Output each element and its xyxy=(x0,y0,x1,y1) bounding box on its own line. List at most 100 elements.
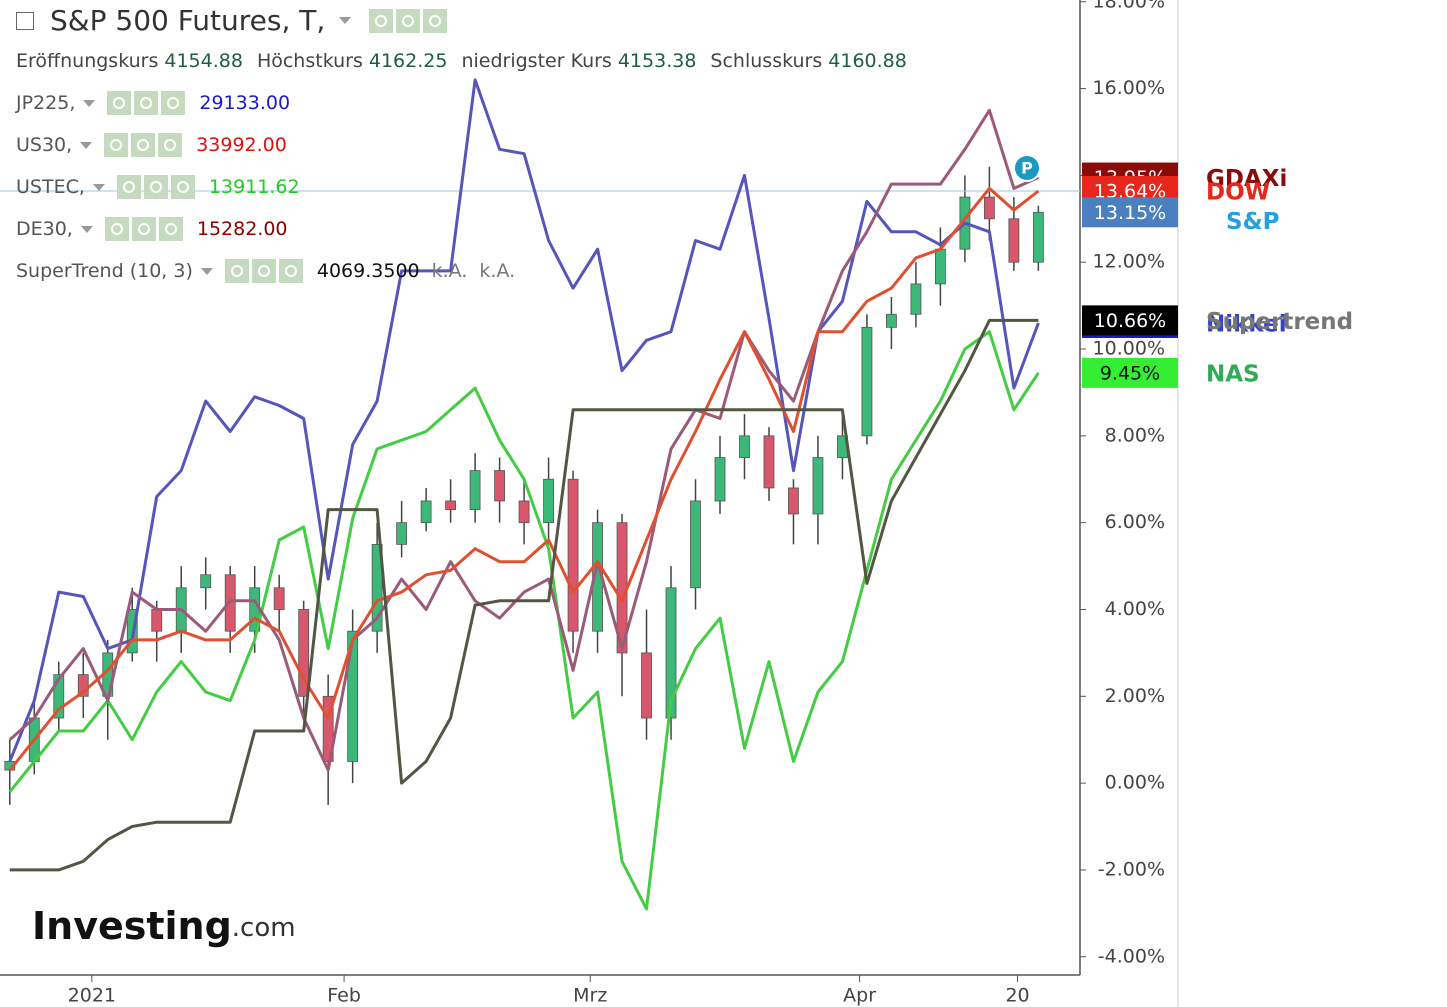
indicator-value: k.A. xyxy=(479,260,516,282)
dropdown[interactable] xyxy=(83,99,96,107)
x-tick-label: Apr xyxy=(843,985,876,1007)
candle-body xyxy=(518,500,530,524)
y-tick-label: 10.00% xyxy=(1093,338,1165,360)
indicator-row: JP225, 29133.00 xyxy=(16,91,298,115)
indicator-name: JP225, xyxy=(16,92,76,114)
candle-body xyxy=(935,248,946,285)
series-line xyxy=(8,330,1040,911)
series-name: S&P xyxy=(1226,209,1279,235)
ohlc-label: Schlusskurs xyxy=(710,50,823,72)
icon-button[interactable] xyxy=(224,259,249,283)
y-tick-label: 4.00% xyxy=(1105,598,1165,620)
icon-button[interactable] xyxy=(116,175,141,199)
dropdown[interactable] xyxy=(80,141,93,149)
candle-body xyxy=(151,609,163,632)
indicator-name: SuperTrend (10, 3) xyxy=(16,260,193,282)
icon-button[interactable] xyxy=(251,259,276,283)
icon-group xyxy=(107,91,186,115)
dropdown[interactable] xyxy=(339,17,352,24)
ohlc-row: Eröffnungskurs 4154.88 Höchstkurs 4162.25 ni… xyxy=(16,50,915,72)
icon-button[interactable] xyxy=(131,217,156,241)
icon-button[interactable] xyxy=(134,91,159,115)
candle-body xyxy=(445,500,457,511)
icon-group xyxy=(369,8,448,33)
value-tag-label: 13.15% xyxy=(1094,202,1166,224)
position-marker: P xyxy=(1013,154,1041,182)
candle-body xyxy=(861,326,873,437)
indicator-name: DE30, xyxy=(16,218,73,240)
icon-button[interactable] xyxy=(158,133,183,157)
candle-body xyxy=(1008,218,1020,263)
candle-body xyxy=(910,283,922,315)
candle-body xyxy=(298,609,310,697)
candle-body xyxy=(396,522,408,545)
icon-button[interactable] xyxy=(396,8,421,33)
series-name: Supertrend xyxy=(1206,309,1353,335)
ohlc-value: 4153.38 xyxy=(617,50,697,72)
indicator-row: SuperTrend (10, 3) 4069.3500 k.A. k.A. xyxy=(16,259,523,283)
watermark-domain: .com xyxy=(232,913,296,943)
candle-body xyxy=(77,674,89,697)
y-tick-label: 16.00% xyxy=(1093,77,1165,99)
collapse-box[interactable] xyxy=(16,11,34,30)
candle-body xyxy=(469,470,481,511)
icon-button[interactable] xyxy=(104,133,129,157)
icon-button[interactable] xyxy=(423,8,448,33)
series-line xyxy=(9,318,1039,872)
candle-body xyxy=(763,435,775,489)
dropdown[interactable] xyxy=(92,183,105,191)
marker-circle xyxy=(1013,154,1041,182)
x-tick-label: Feb xyxy=(327,985,361,1007)
candle-body xyxy=(788,487,799,515)
icon-group xyxy=(104,217,183,241)
icon-group xyxy=(116,175,195,199)
y-tick-label: 8.00% xyxy=(1105,424,1165,446)
series-name: NAS xyxy=(1206,361,1260,387)
y-tick-label: 0.00% xyxy=(1105,772,1165,794)
chart-title: S&P 500 Futures, T, xyxy=(50,4,326,37)
indicator-value: 4069.3500 xyxy=(316,260,420,282)
indicator-value: k.A. xyxy=(431,260,468,282)
series-line xyxy=(8,108,1040,772)
candle-body xyxy=(714,457,726,502)
icon-button[interactable] xyxy=(278,259,303,283)
watermark-brand: Investing xyxy=(32,904,232,948)
ohlc-label: niedrigster Kurs xyxy=(461,50,612,72)
indicator-row: DE30, 15282.00 xyxy=(16,217,296,241)
y-tick-label: 12.00% xyxy=(1093,251,1165,273)
icon-group xyxy=(104,133,183,157)
y-tick-label: 2.00% xyxy=(1105,685,1165,707)
indicator-row: USTEC, 13911.62 xyxy=(16,175,308,199)
value-tag-label: 9.45% xyxy=(1100,362,1160,384)
dropdown[interactable] xyxy=(80,225,93,233)
marker-label: P xyxy=(1021,159,1033,178)
value-tag-label: 10.66% xyxy=(1094,310,1166,332)
x-tick-label: 2021 xyxy=(68,985,116,1007)
ohlc-label: Höchstkurs xyxy=(256,50,363,72)
candle-body xyxy=(371,543,383,632)
icon-button[interactable] xyxy=(158,217,183,241)
icon-button[interactable] xyxy=(369,8,394,33)
icon-button[interactable] xyxy=(161,91,186,115)
series-name: Nikkei xyxy=(1206,311,1287,337)
value-tag-label: 13.64% xyxy=(1094,181,1166,203)
icon-button[interactable] xyxy=(143,175,168,199)
indicator-row: US30, 33992.00 xyxy=(16,133,295,157)
x-tick-label: 20 xyxy=(1005,985,1029,1007)
icon-button[interactable] xyxy=(104,217,129,241)
candle-body xyxy=(322,695,334,762)
icon-button[interactable] xyxy=(170,175,195,199)
indicator-name: USTEC, xyxy=(16,176,85,198)
candle-body xyxy=(200,574,212,589)
indicator-value: 15282.00 xyxy=(196,218,288,240)
ohlc-value: 4154.88 xyxy=(164,50,243,72)
series-line xyxy=(8,186,1040,772)
candle-body xyxy=(543,478,554,524)
icon-button[interactable] xyxy=(131,133,156,157)
indicator-value: 33992.00 xyxy=(196,134,287,156)
series-line xyxy=(8,78,1040,762)
ohlc-label: Eröffnungskurs xyxy=(16,50,159,72)
dropdown[interactable] xyxy=(200,267,213,275)
icon-button[interactable] xyxy=(107,91,132,115)
